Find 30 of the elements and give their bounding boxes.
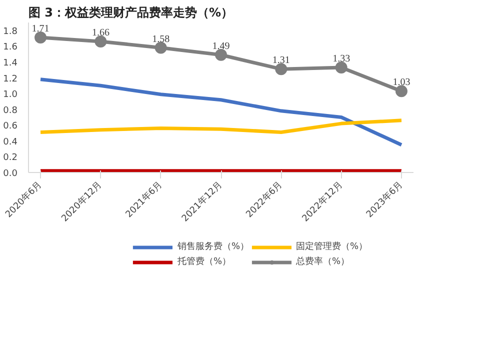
- data-label: 1.66: [92, 27, 110, 38]
- point: [395, 85, 408, 98]
- point: [335, 62, 348, 74]
- point: [94, 35, 107, 48]
- y-tick-label: 0.6: [3, 122, 18, 132]
- legend-label: 托管费（%）: [177, 256, 231, 268]
- legend-label: 固定管理费（%）: [296, 240, 368, 253]
- data-label: 1.33: [332, 54, 350, 64]
- legend-label: 总费率（%）: [296, 256, 350, 268]
- point: [154, 42, 167, 54]
- data-label: 1.49: [212, 40, 230, 52]
- point: [34, 32, 47, 44]
- y-tick-label: 1.6: [3, 42, 18, 53]
- y-tick-label: 0.0: [3, 169, 18, 179]
- y-tick-label: 1.2: [3, 74, 18, 84]
- y-tick-label: 0.2: [3, 153, 18, 164]
- y-tick-label: 1.0: [3, 90, 18, 100]
- y-tick-label: 0.4: [3, 137, 18, 148]
- line-series: [38, 118, 404, 134]
- point: [215, 48, 227, 61]
- data-label: 1.58: [152, 34, 170, 45]
- data-label: 1.31: [272, 55, 290, 66]
- point: [275, 63, 288, 76]
- data-label: 1.03: [392, 77, 410, 88]
- chart-title: 图 3：权益类理财产品费率走势（%）: [28, 6, 234, 20]
- y-tick-label: 1.4: [3, 58, 18, 68]
- legend-label: 销售服务费（%）: [177, 240, 249, 253]
- y-tick-label: 1.8: [3, 26, 18, 37]
- y-tick-label: 0.8: [3, 106, 18, 116]
- data-label: 1.71: [32, 24, 50, 34]
